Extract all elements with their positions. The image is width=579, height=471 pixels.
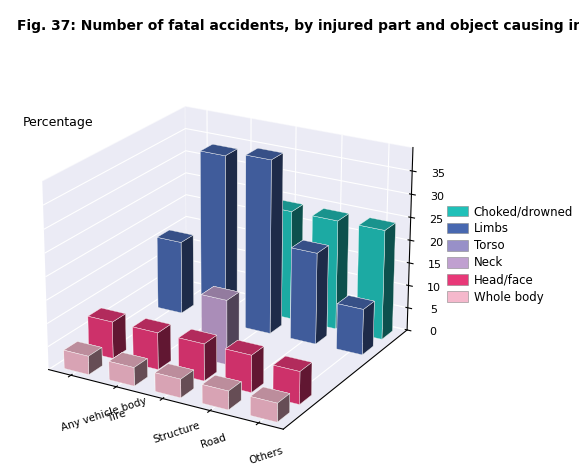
Text: Fig. 37: Number of fatal accidents, by injured part and object causing injury: C: Fig. 37: Number of fatal accidents, by i… bbox=[17, 19, 579, 33]
Legend: Choked/drowned, Limbs, Torso, Neck, Head/face, Whole body: Choked/drowned, Limbs, Torso, Neck, Head… bbox=[446, 205, 573, 304]
Text: Percentage: Percentage bbox=[23, 116, 94, 129]
